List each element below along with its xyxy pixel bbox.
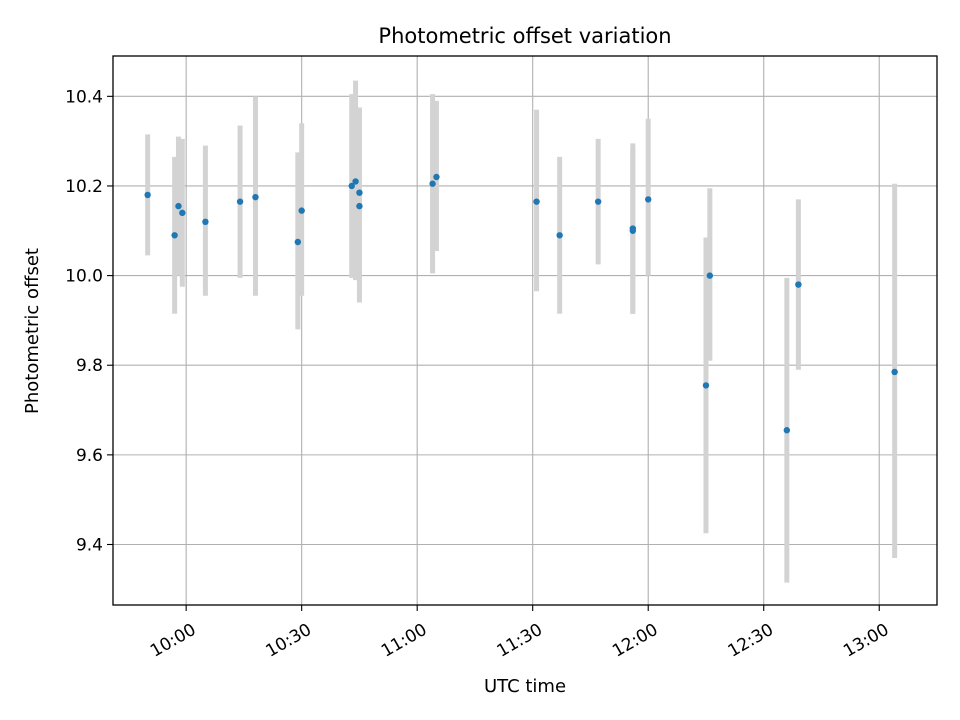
data-point xyxy=(356,189,363,196)
data-point xyxy=(144,191,151,199)
data-point xyxy=(348,182,355,190)
data-point xyxy=(356,202,363,210)
data-points xyxy=(144,173,898,434)
data-point xyxy=(298,207,305,214)
data-point xyxy=(795,281,802,288)
data-point xyxy=(433,173,440,181)
x-axis-label: UTC time xyxy=(484,676,566,697)
y-tick-label: 9.4 xyxy=(76,535,103,555)
data-point xyxy=(171,232,178,239)
data-point xyxy=(429,180,436,187)
data-point xyxy=(594,198,602,205)
data-point xyxy=(706,272,714,279)
plot-frame xyxy=(112,55,938,606)
data-point xyxy=(891,368,898,376)
data-point xyxy=(783,427,791,434)
data-point xyxy=(202,218,209,226)
data-point xyxy=(352,178,359,185)
y-tick-label: 9.8 xyxy=(76,356,103,376)
data-point xyxy=(179,209,186,217)
data-point xyxy=(533,198,540,205)
data-point xyxy=(702,382,710,389)
data-point xyxy=(629,225,637,232)
y-tick-label: 10.4 xyxy=(65,87,103,107)
data-point xyxy=(645,196,652,203)
data-point xyxy=(294,238,302,246)
data-point xyxy=(175,202,182,210)
data-point xyxy=(252,193,259,201)
y-tick-label: 9.6 xyxy=(76,446,103,466)
chart-title: Photometric offset variation xyxy=(378,24,671,48)
data-point xyxy=(236,198,244,205)
y-axis-label: Photometric offset xyxy=(22,248,43,414)
y-tick-label: 10.2 xyxy=(65,177,103,197)
y-tick-label: 10.0 xyxy=(65,267,103,287)
data-point xyxy=(556,232,563,239)
